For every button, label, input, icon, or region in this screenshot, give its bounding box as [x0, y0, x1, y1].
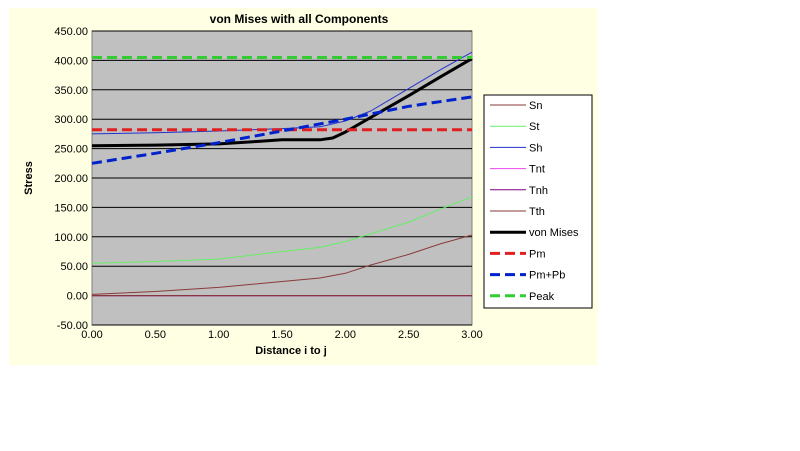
legend-label: von Mises	[529, 227, 579, 239]
legend-label: Pm	[529, 248, 546, 260]
legend-label: Sn	[529, 100, 542, 112]
y-tick-label: 100.00	[54, 232, 88, 244]
series-line-sh	[91, 51, 473, 135]
x-tick-label: 0.00	[81, 329, 102, 341]
series-line-sn	[91, 234, 473, 295]
x-axis-ticks: 0.00 0.50 1.00 1.50 2.00 2.50 3.00	[81, 329, 482, 341]
x-tick-label: 3.00	[461, 329, 482, 341]
y-tick-label: 50.00	[60, 261, 88, 273]
chart-svg: von Mises with all Components -50.000.00…	[23, 12, 593, 357]
legend-label: Sh	[529, 142, 542, 154]
chart-title: von Mises with all Components	[210, 12, 389, 26]
chart-area: von Mises with all Components -50.00 0.00…	[9, 8, 598, 365]
legend: Sn St Sh Tnt Tnh Tth von Mises Pm Pm+Pb Peak	[483, 94, 593, 309]
series-layer	[91, 51, 473, 297]
y-axis-title: Stress	[23, 161, 35, 195]
x-axis-title: Distance i to j	[255, 345, 327, 357]
y-tick-label: 400.00	[54, 55, 88, 67]
legend-label: Tnh	[529, 185, 548, 197]
y-tick-label: 350.00	[54, 85, 88, 97]
y-tick-label: 150.00	[54, 202, 88, 214]
y-tick-label: 0.00	[67, 291, 88, 303]
legend-box	[483, 94, 593, 309]
legend-items: Sn St Sh Tnt Tnh Tth von Mises Pm Pm+Pb Peak	[490, 100, 579, 303]
y-tick-label: 450.00	[54, 26, 88, 38]
legend-label: St	[529, 121, 539, 133]
series-line-pm-pb	[91, 95, 473, 165]
legend-label: Peak	[529, 291, 555, 303]
series-line-st	[91, 196, 473, 264]
legend-label: Tnt	[529, 164, 545, 176]
x-tick-label: 1.00	[208, 329, 229, 341]
y-tick-label: 250.00	[54, 144, 88, 156]
series-line-von-mises	[91, 57, 473, 148]
x-tick-label: 1.50	[271, 329, 292, 341]
x-tick-label: 2.50	[398, 329, 419, 341]
y-tick-label: 200.00	[54, 173, 88, 185]
y-tick-label: -50.00	[57, 320, 88, 332]
x-tick-label: 2.00	[335, 329, 356, 341]
y-axis-ticks: -50.00 0.00 50.00 100.00 150.00 200.00 250.00 3…	[54, 26, 88, 332]
x-tick-label: 0.50	[145, 329, 166, 341]
legend-label: Pm+Pb	[529, 270, 565, 282]
legend-label: Tth	[529, 206, 545, 218]
y-tick-label: 300.00	[54, 114, 88, 126]
